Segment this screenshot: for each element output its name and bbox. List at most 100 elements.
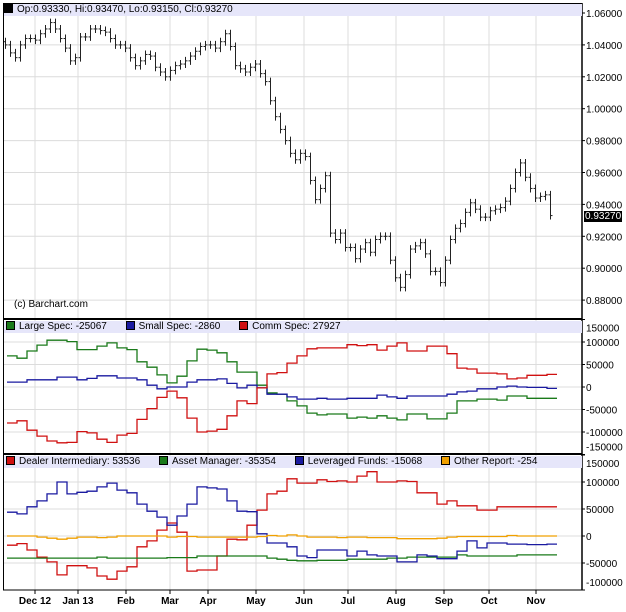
legend-comm-spec: Comm Spec: 27927 — [239, 321, 341, 333]
legend-other-report: Other Report: -254 — [441, 456, 537, 468]
price-bar — [203, 40, 208, 51]
price-bar — [368, 238, 373, 257]
price-bar — [198, 42, 203, 56]
price-bar — [363, 238, 368, 254]
price-bar — [413, 241, 418, 254]
price-bar — [118, 40, 123, 49]
legend-label: Leveraged Funds: -15068 — [307, 456, 423, 467]
price-bar — [493, 205, 498, 215]
price-bar — [433, 267, 438, 276]
series-line-other-report — [7, 534, 557, 540]
price-bar — [503, 197, 508, 212]
legend-asset-manager: Asset Manager: -35354 — [158, 456, 276, 468]
y-tick-label: 0.88000 — [586, 296, 623, 307]
price-bar — [498, 203, 503, 214]
price-ohlc-text: Op:0.93330, Hi:0.93470, Lo:0.93150, Cl:0… — [17, 4, 233, 15]
y-tick-label: 0.90000 — [586, 264, 623, 275]
price-bar — [78, 32, 83, 62]
price-bar — [448, 235, 453, 265]
x-tick-label: Sep — [435, 596, 453, 607]
legend-swatch — [441, 456, 451, 465]
series-line-comm-spec — [7, 342, 557, 444]
price-bar — [8, 40, 13, 57]
price-bar — [138, 56, 143, 70]
price-bar — [313, 176, 318, 204]
price-bar — [273, 96, 278, 121]
price-bar — [283, 125, 288, 145]
price-bar — [23, 34, 28, 49]
price-bar — [213, 40, 218, 53]
x-tick-label: Nov — [527, 596, 546, 607]
y-tick-label: -50000 — [586, 406, 618, 417]
price-bar — [133, 53, 138, 70]
price-bar — [233, 42, 238, 70]
y-tick-label: 150000 — [586, 324, 620, 335]
chart-frame — [3, 3, 583, 591]
x-tick-label: Oct — [481, 596, 498, 607]
price-bar — [238, 61, 243, 73]
price-bar — [93, 24, 98, 33]
legend-small-spec: Small Spec: -2860 — [125, 321, 221, 333]
price-bar — [3, 37, 8, 49]
price-header: Op:0.93330, Hi:0.93470, Lo:0.93150, Cl:0… — [4, 4, 582, 16]
price-bar — [548, 190, 553, 220]
cot-legend: Large Spec: -25067 Small Spec: -2860 Com… — [4, 321, 582, 333]
price-bar — [73, 53, 78, 65]
y-tick-label: 1.02000 — [586, 73, 623, 84]
y-tick-label: 0.96000 — [586, 169, 623, 180]
price-bar — [243, 64, 248, 77]
price-bar — [518, 158, 523, 177]
price-bar — [293, 149, 298, 164]
price-bar — [158, 63, 163, 77]
legend-label: Asset Manager: -35354 — [171, 456, 276, 467]
y-tick-label: 1.04000 — [586, 41, 623, 52]
legend-large-spec: Large Spec: -25067 — [6, 321, 107, 333]
y-tick-label: 0 — [586, 532, 592, 543]
price-bar — [488, 206, 493, 222]
price-bar — [43, 24, 48, 38]
series-line-small-spec — [7, 375, 557, 400]
price-bar — [268, 77, 273, 105]
x-tick-label: Aug — [386, 596, 405, 607]
y-tick-label: 0.94000 — [586, 200, 623, 211]
price-bar — [383, 232, 388, 241]
x-tick-label: May — [246, 596, 266, 607]
price-bar — [38, 29, 43, 45]
price-bar — [328, 171, 333, 238]
legend-swatch — [125, 321, 135, 330]
y-tick-label: 1.00000 — [586, 105, 623, 116]
price-bar — [463, 208, 468, 228]
price-bar — [163, 68, 168, 81]
price-bar — [128, 44, 133, 62]
price-bar — [453, 224, 458, 244]
y-tick-label: -100000 — [586, 578, 623, 589]
y-tick-label: 150000 — [586, 459, 620, 470]
price-bar — [173, 61, 178, 75]
price-bar — [278, 112, 283, 134]
price-bar — [378, 232, 383, 244]
price-bar — [333, 229, 338, 244]
price-bar — [88, 24, 93, 41]
tff-legend: Dealer Intermediary: 53536 Asset Manager… — [4, 456, 582, 468]
price-bar — [423, 238, 428, 258]
x-tick-label: Jul — [341, 596, 356, 607]
price-bar — [533, 184, 538, 203]
legend-swatch — [158, 456, 168, 465]
price-bar — [58, 24, 63, 43]
price-bar — [123, 40, 128, 53]
price-bar — [148, 50, 153, 61]
price-bar — [13, 48, 18, 62]
price-legend-swatch — [4, 4, 13, 13]
price-bar — [408, 245, 413, 279]
y-tick-label: 50000 — [586, 361, 614, 372]
x-tick-label: Mar — [161, 596, 179, 607]
series-line-dealer-intermediary — [7, 471, 557, 580]
x-tick-label: Feb — [117, 596, 135, 607]
price-bar — [323, 171, 328, 193]
legend-label: Small Spec: -2860 — [138, 321, 221, 332]
y-tick-label: 0.98000 — [586, 137, 623, 148]
legend-label: Comm Spec: 27927 — [252, 321, 341, 332]
price-bar — [523, 158, 528, 182]
x-tick-label: Dec 12 — [19, 596, 52, 607]
